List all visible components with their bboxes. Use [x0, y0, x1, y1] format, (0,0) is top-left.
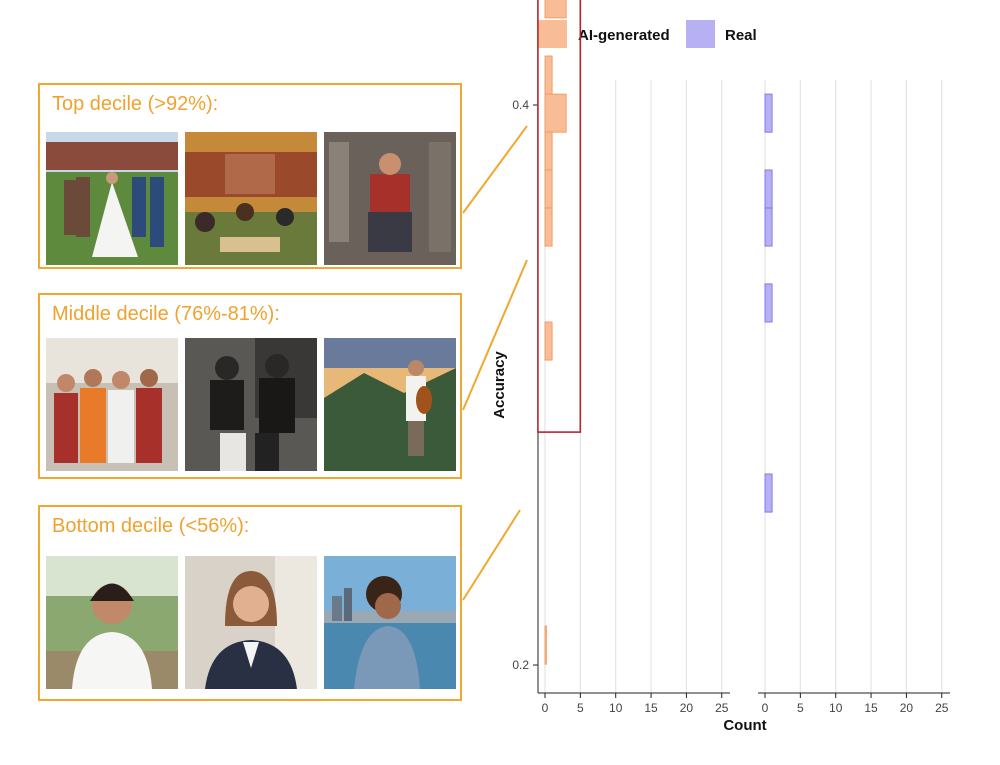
panel-title: Top decile (>92%): — [52, 93, 219, 115]
panel-title: Bottom decile (<56%): — [52, 515, 250, 537]
middle-decile-panel: Middle decile (76%-81%): — [38, 293, 462, 479]
young-man-in-park-photo — [46, 556, 178, 689]
x-tick-label-real-0: 0 — [762, 701, 769, 715]
x-tick-label-real-4: 20 — [900, 701, 914, 715]
x-tick-label-real-3: 15 — [864, 701, 878, 715]
vintage-family-portrait-photo — [185, 338, 317, 471]
bar-ai-44 — [544, 131, 553, 171]
bar-ai-41 — [544, 0, 567, 19]
campus-picnic-photo — [185, 132, 317, 265]
bar-real-39 — [764, 207, 773, 247]
x-tick-label-real-5: 25 — [935, 701, 949, 715]
legend-swatch-ai — [538, 20, 567, 48]
bar-real-41 — [764, 473, 773, 513]
bar-real-37 — [764, 93, 773, 133]
x-tick-label-real-1: 5 — [797, 701, 804, 715]
x-tick-label-ai-0: 0 — [542, 701, 549, 715]
family-in-football-jerseys-photo — [46, 338, 178, 471]
panel-title: Middle decile (76%-81%): — [52, 303, 280, 325]
wedding-party-photo — [46, 132, 178, 265]
connector-bottom — [462, 509, 521, 601]
bar-ai-48 — [544, 625, 547, 665]
y-axis-label: Accuracy — [491, 351, 508, 419]
x-tick-label-ai-5: 25 — [715, 701, 729, 715]
x-tick-label-ai-4: 20 — [680, 701, 694, 715]
bar-ai-45 — [544, 169, 553, 209]
connector-top — [462, 125, 528, 214]
bar-ai-43 — [544, 93, 567, 133]
highlight-box-bottom-decile — [537, 0, 582, 433]
bar-real-40 — [764, 283, 773, 323]
bar-real-38 — [764, 169, 773, 209]
y-tick-label-1: 0.4 — [512, 98, 529, 112]
x-tick-label-ai-2: 10 — [609, 701, 623, 715]
bar-ai-47 — [544, 321, 553, 361]
legend-label-ai: AI-generated — [578, 27, 670, 44]
bar-ai-42 — [544, 55, 553, 95]
top-decile-panel: Top decile (>92%): — [38, 83, 462, 269]
legend-label-real: Real — [725, 27, 757, 44]
bottom-decile-panel: Bottom decile (<56%): — [38, 505, 462, 701]
woman-in-blazer-photo — [185, 556, 317, 689]
y-tick-label-0: 0.2 — [512, 658, 529, 672]
violinist-on-mountain-photo — [324, 338, 456, 471]
woman-by-waterfront-photo — [324, 556, 456, 689]
x-tick-label-real-2: 10 — [829, 701, 843, 715]
x-tick-label-ai-1: 5 — [577, 701, 584, 715]
connector-middle — [462, 259, 528, 411]
x-tick-label-ai-3: 15 — [644, 701, 658, 715]
worker-in-boiler-room-photo — [324, 132, 456, 265]
bar-ai-46 — [544, 207, 553, 247]
legend-swatch-real — [686, 20, 715, 48]
x-axis-label: Count — [723, 717, 766, 734]
